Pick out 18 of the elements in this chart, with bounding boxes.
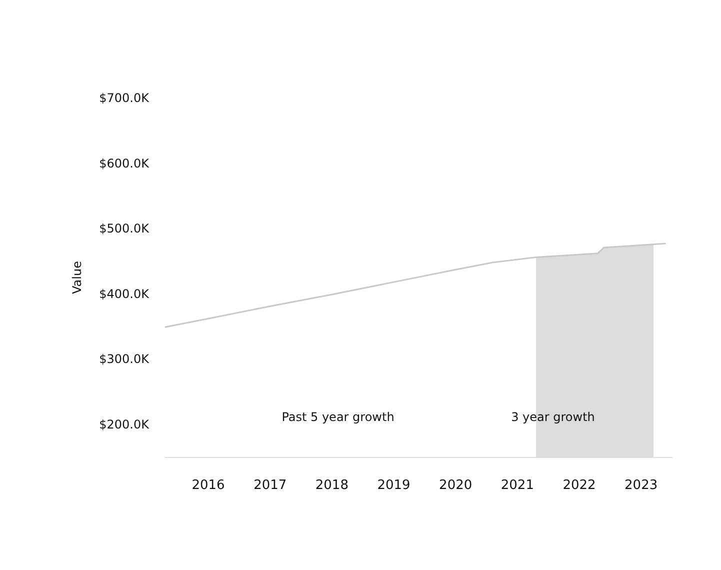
x-tick-label: 2020 — [439, 478, 472, 493]
x-tick-label: 2016 — [192, 478, 225, 493]
y-tick-label: $500.0K — [99, 222, 150, 236]
y-tick-label: $400.0K — [99, 286, 150, 301]
x-tick-label: 2021 — [500, 478, 534, 493]
x-tick-label: 2019 — [377, 478, 410, 493]
line-series — [164, 242, 667, 328]
y-axis-title: Value — [70, 261, 84, 294]
x-tick-label: 2018 — [315, 478, 348, 493]
y-tick-label: $300.0K — [99, 352, 150, 366]
annotation: Past 5 year growth — [282, 410, 394, 424]
y-tick-label: $700.0K — [99, 91, 150, 105]
x-tick-label: 2023 — [624, 478, 658, 493]
x-tick-label: 2017 — [254, 478, 287, 493]
y-tick-label: $200.0K — [99, 417, 150, 432]
annotation: 3 year growth — [511, 410, 595, 424]
y-tick-label: $600.0K — [99, 156, 150, 170]
x-tick-label: 2022 — [562, 478, 596, 493]
